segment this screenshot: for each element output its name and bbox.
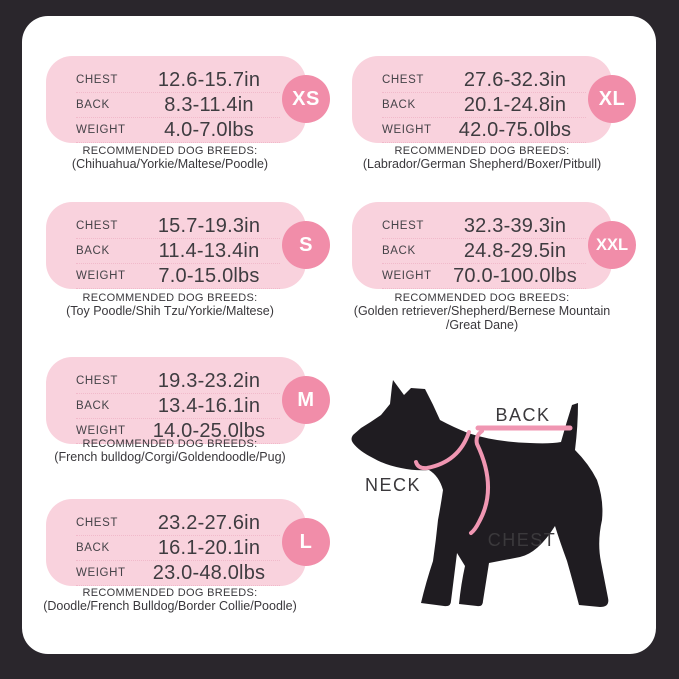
- weight-row: WEIGHT 7.0-15.0lbs: [76, 264, 280, 289]
- size-card-l: CHEST 23.2-27.6in BACK 16.1-20.1in WEIGH…: [46, 499, 306, 586]
- back-value: 11.4-13.4in: [158, 239, 260, 262]
- breeds-list: (Toy Poodle/Shih Tzu/Yorkie/Maltese): [66, 304, 274, 318]
- breeds-block-s: RECOMMENDED DOG BREEDS: (Toy Poodle/Shih…: [20, 292, 320, 319]
- size-card-xl: CHEST 27.6-32.3in BACK 20.1-24.8in WEIGH…: [352, 56, 612, 143]
- weight-row: WEIGHT 70.0-100.0lbs: [382, 264, 586, 289]
- back-value: 8.3-11.4in: [164, 93, 254, 116]
- chest-measure-line: [469, 429, 490, 535]
- size-card-s: CHEST 15.7-19.3in BACK 11.4-13.4in WEIGH…: [46, 202, 306, 289]
- back-label: BACK: [76, 245, 110, 257]
- back-value: 20.1-24.8in: [463, 93, 567, 116]
- weight-value: 14.0-25.0lbs: [152, 419, 266, 442]
- weight-value: 70.0-100.0lbs: [453, 264, 577, 287]
- back-value: 24.8-29.5in: [463, 239, 567, 262]
- breeds-block-xl: RECOMMENDED DOG BREEDS: (Labrador/German…: [332, 145, 632, 172]
- back-value: 16.1-20.1in: [157, 536, 261, 559]
- back-label: BACK: [382, 245, 416, 257]
- breeds-list: (Doodle/French Bulldog/Border Collie/Poo…: [43, 599, 297, 613]
- size-card-m: CHEST 19.3-23.2in BACK 13.4-16.1in WEIGH…: [46, 357, 306, 444]
- breeds-list: (Chihuahua/Yorkie/Maltese/Poodle): [71, 157, 269, 171]
- weight-row: WEIGHT 23.0-48.0lbs: [76, 561, 280, 586]
- chest-value: 27.6-32.3in: [463, 68, 567, 91]
- chest-row: CHEST 19.3-23.2in: [76, 369, 280, 394]
- chest-value: 12.6-15.7in: [157, 68, 261, 91]
- breeds-block-m: RECOMMENDED DOG BREEDS: (French bulldog/…: [20, 438, 320, 465]
- breeds-list: (Labrador/German Shepherd/Boxer/Pitbull): [362, 157, 602, 171]
- weight-label: WEIGHT: [76, 270, 126, 282]
- weight-label: WEIGHT: [76, 425, 126, 437]
- recommended-breeds-title: RECOMMENDED DOG BREEDS:: [394, 292, 570, 304]
- breeds-block-xxl: RECOMMENDED DOG BREEDS: (Golden retrieve…: [336, 292, 628, 332]
- chest-row: CHEST 12.6-15.7in: [76, 68, 280, 93]
- recommended-breeds-title: RECOMMENDED DOG BREEDS:: [82, 292, 258, 304]
- chest-value: 32.3-39.3in: [463, 214, 567, 237]
- chest-row: CHEST 23.2-27.6in: [76, 511, 280, 536]
- weight-value: 42.0-75.0lbs: [458, 118, 572, 141]
- chest-value: 15.7-19.3in: [157, 214, 261, 237]
- size-card-xxl: CHEST 32.3-39.3in BACK 24.8-29.5in WEIGH…: [352, 202, 612, 289]
- chest-value: 23.2-27.6in: [157, 511, 261, 534]
- breeds-list: (Golden retriever/Shepherd/Bernese Mount…: [353, 304, 611, 332]
- dog-measurement-diagram: BACK NECK CHEST: [345, 362, 675, 662]
- back-diagram-label: BACK: [495, 405, 550, 425]
- dog-silhouette-image: [351, 380, 609, 607]
- size-badge-xxl: XXL: [588, 221, 636, 269]
- breeds-block-l: RECOMMENDED DOG BREEDS: (Doodle/French B…: [20, 587, 320, 614]
- size-card-xs: CHEST 12.6-15.7in BACK 8.3-11.4in WEIGHT…: [46, 56, 306, 143]
- chest-value: 19.3-23.2in: [157, 369, 261, 392]
- breeds-list: (French bulldog/Corgi/Goldendoodle/Pug): [54, 450, 286, 464]
- recommended-breeds-title: RECOMMENDED DOG BREEDS:: [82, 587, 258, 599]
- weight-row: WEIGHT 42.0-75.0lbs: [382, 118, 586, 143]
- chest-label: CHEST: [76, 375, 118, 387]
- back-value: 13.4-16.1in: [157, 394, 261, 417]
- weight-label: WEIGHT: [76, 567, 126, 579]
- weight-label: WEIGHT: [382, 270, 432, 282]
- chest-label: CHEST: [76, 74, 118, 86]
- weight-value: 23.0-48.0lbs: [152, 561, 266, 584]
- size-badge-xs: XS: [282, 75, 330, 123]
- back-label: BACK: [76, 400, 110, 412]
- back-row: BACK 24.8-29.5in: [382, 239, 586, 264]
- chest-row: CHEST 15.7-19.3in: [76, 214, 280, 239]
- weight-label: WEIGHT: [382, 124, 432, 136]
- back-row: BACK 13.4-16.1in: [76, 394, 280, 419]
- size-badge-m: M: [282, 376, 330, 424]
- weight-value: 7.0-15.0lbs: [158, 264, 260, 287]
- neck-diagram-label: NECK: [365, 475, 421, 495]
- chest-label: CHEST: [76, 220, 118, 232]
- weight-label: WEIGHT: [76, 124, 126, 136]
- chest-label: CHEST: [382, 74, 424, 86]
- chest-label: CHEST: [76, 517, 118, 529]
- chest-diagram-label: CHEST: [488, 530, 557, 550]
- neck-measure-line: [414, 430, 471, 471]
- back-row: BACK 20.1-24.8in: [382, 93, 586, 118]
- back-row: BACK 16.1-20.1in: [76, 536, 280, 561]
- back-row: BACK 11.4-13.4in: [76, 239, 280, 264]
- weight-row: WEIGHT 4.0-7.0lbs: [76, 118, 280, 143]
- chest-row: CHEST 27.6-32.3in: [382, 68, 586, 93]
- back-label: BACK: [382, 99, 416, 111]
- recommended-breeds-title: RECOMMENDED DOG BREEDS:: [82, 438, 258, 450]
- back-label: BACK: [76, 99, 110, 111]
- chest-row: CHEST 32.3-39.3in: [382, 214, 586, 239]
- recommended-breeds-title: RECOMMENDED DOG BREEDS:: [394, 145, 570, 157]
- back-label: BACK: [76, 542, 110, 554]
- chest-label: CHEST: [382, 220, 424, 232]
- weight-row: WEIGHT 14.0-25.0lbs: [76, 419, 280, 444]
- recommended-breeds-title: RECOMMENDED DOG BREEDS:: [82, 145, 258, 157]
- weight-value: 4.0-7.0lbs: [164, 118, 254, 141]
- size-badge-s: S: [282, 221, 330, 269]
- breeds-block-xs: RECOMMENDED DOG BREEDS: (Chihuahua/Yorki…: [20, 145, 320, 172]
- back-row: BACK 8.3-11.4in: [76, 93, 280, 118]
- size-badge-l: L: [282, 518, 330, 566]
- size-badge-xl: XL: [588, 75, 636, 123]
